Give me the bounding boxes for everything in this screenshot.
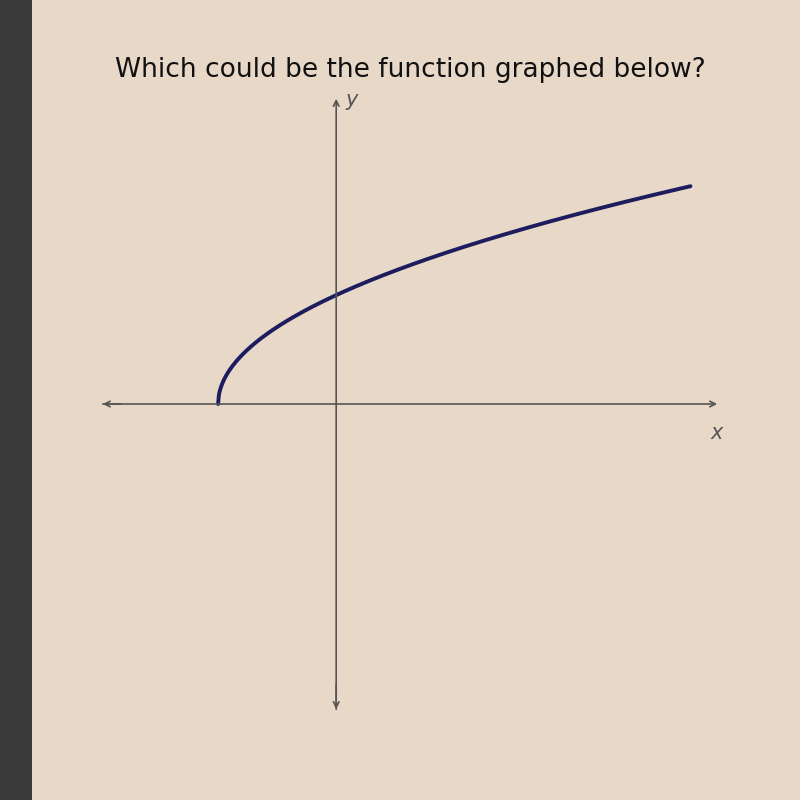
Text: y: y [345,90,358,110]
Text: x: x [711,423,723,443]
Title: Which could be the function graphed below?: Which could be the function graphed belo… [114,57,706,82]
